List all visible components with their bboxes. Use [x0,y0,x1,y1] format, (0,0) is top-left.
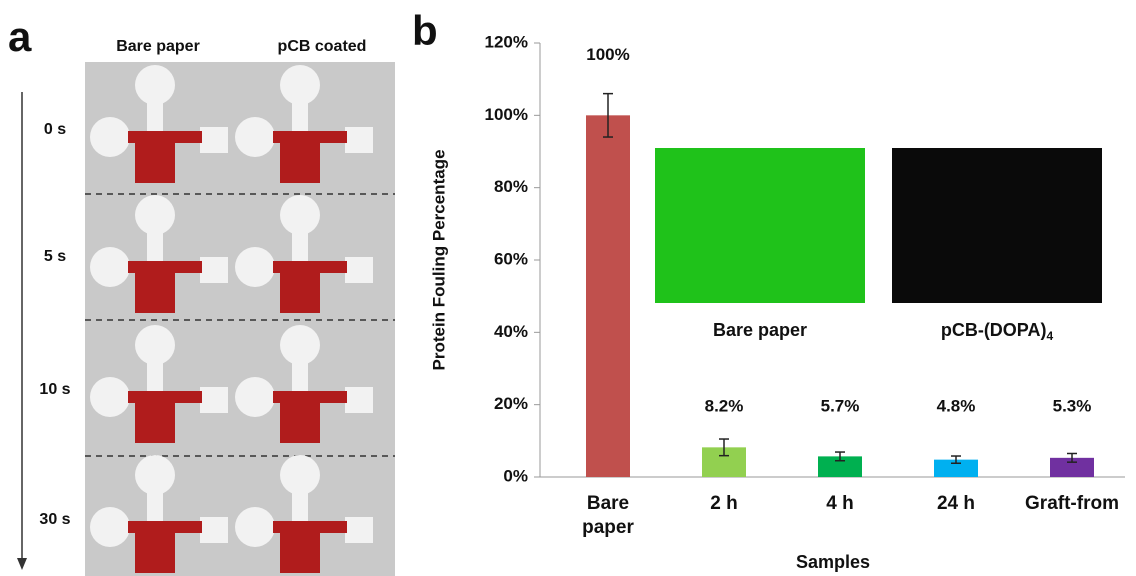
y-tick-label: 20% [494,394,528,413]
time-label: 0 s [44,121,66,138]
row-dividers [85,193,395,457]
x-tick-label: 24 h [936,493,976,514]
arrow-head [17,558,27,570]
y-tick-label: 80% [494,177,528,196]
error-bar [1067,452,1077,463]
panel-label: a [8,13,32,60]
y-tick-label: 60% [494,249,528,268]
column-header: pCB coated [278,38,367,55]
error-bar [603,92,613,138]
time-label: 30 s [39,511,70,528]
time-label: 10 s [39,381,70,398]
bar [586,115,630,477]
inset-image [892,148,1102,303]
bar [1050,457,1094,477]
time-label: 5 s [44,248,66,265]
value-label: 4.8% [937,396,976,415]
error-bar [719,438,729,457]
x-tick-label: Bare paper [582,493,634,538]
y-tick-label: 120% [485,32,528,51]
y-tick-label: 0% [503,466,528,485]
inset-label: pCB-(DOPA)4 [941,320,1054,343]
inset-label-subscript: 4 [1046,329,1053,343]
error-bar [835,451,845,462]
value-label: 8.2% [705,396,744,415]
y-tick-label: 100% [485,105,528,124]
inset-label-text: pCB-(DOPA) [941,320,1047,340]
error-bar [951,455,961,465]
bar [934,459,978,477]
panel-label: b [412,7,438,54]
x-tick-label: 4 h [826,493,854,514]
value-label: 5.3% [1053,396,1092,415]
inset-label-text: Bare paper [713,320,807,340]
value-label: 5.7% [821,396,860,415]
bar [818,456,862,477]
x-axis-label: Samples [796,552,870,572]
value-label: 100% [586,45,629,64]
y-axis-label: Protein Fouling Percentage [429,149,448,370]
inset-image [655,148,865,303]
column-header: Bare paper [116,38,200,55]
x-tick-label: Graft-from [1025,493,1119,514]
y-tick-label: 40% [494,322,528,341]
inset-label: Bare paper [713,320,807,340]
x-tick-label: 2 h [710,493,738,514]
